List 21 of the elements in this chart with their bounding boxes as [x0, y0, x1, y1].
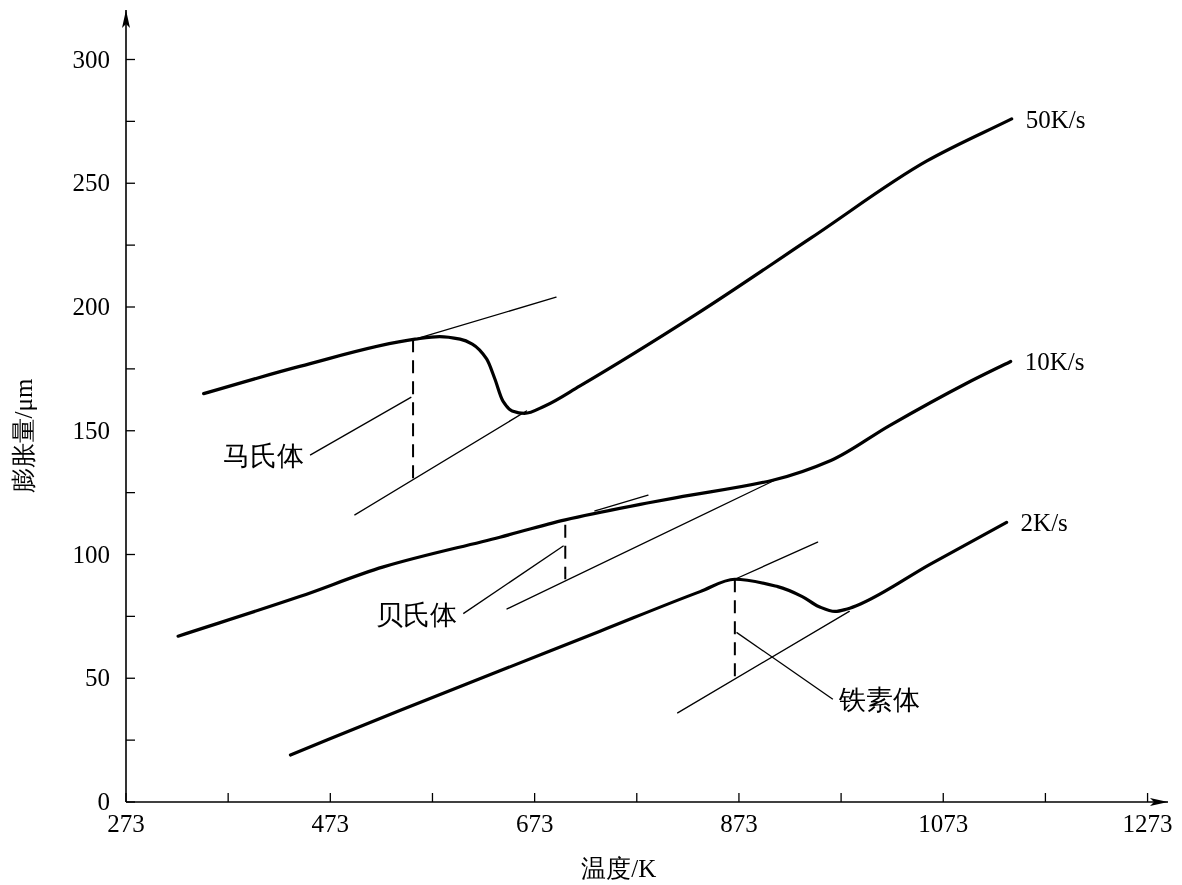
y-tick-label: 200 [72, 293, 110, 320]
x-tick-label: 1073 [918, 810, 969, 837]
x-tick-label: 673 [515, 810, 554, 837]
y-tick-label: 250 [72, 169, 110, 197]
annotation: 铁素体 [837, 685, 920, 716]
x-tick-label: 1273 [1122, 810, 1173, 837]
x-tick-label: 873 [720, 810, 758, 837]
series-label: 2K/s [1020, 509, 1068, 537]
annotation: 马氏体 [223, 441, 305, 472]
y-tick-label: 0 [97, 788, 110, 815]
x-axis-title: 温度/K [581, 855, 657, 882]
x-tick-label: 273 [107, 810, 145, 837]
y-axis-title: 膨胀量/μm [10, 378, 37, 494]
annotation: 贝氏体 [376, 599, 458, 630]
y-tick-label: 150 [72, 416, 110, 444]
series-label: 10K/s [1024, 348, 1085, 376]
y-tick-label: 300 [72, 45, 110, 73]
series-label: 50K/s [1025, 105, 1086, 133]
x-tick-label: 473 [311, 810, 350, 837]
y-tick-label: 50 [85, 664, 110, 692]
y-tick-label: 100 [72, 540, 110, 568]
